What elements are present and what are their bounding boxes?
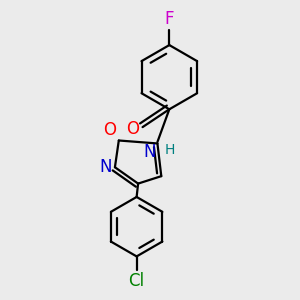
Text: Cl: Cl — [129, 272, 145, 290]
Text: H: H — [165, 142, 175, 157]
Text: O: O — [126, 120, 139, 138]
Text: N: N — [143, 143, 156, 161]
Text: O: O — [103, 121, 116, 139]
Text: N: N — [100, 158, 112, 176]
Text: F: F — [165, 10, 174, 28]
